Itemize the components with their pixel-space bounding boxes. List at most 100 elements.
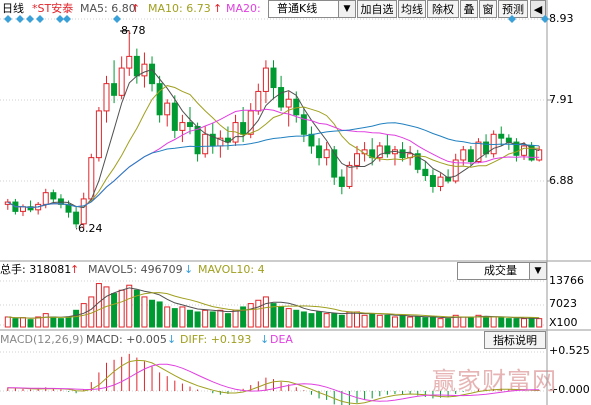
volume-bar [12,318,19,328]
volume-bar [111,293,118,328]
candle-body [126,55,133,69]
volume-bar [247,303,254,328]
ex-rights-button[interactable]: 除权 [427,0,459,18]
kline-type-label: 普通K线 [277,2,318,15]
volume-bar [4,316,11,328]
volume-bar [384,314,391,328]
volume-bar [278,306,285,328]
candle-body [224,137,231,143]
candle-body [323,149,330,159]
candle-body [505,137,512,143]
ma5-value: MA5: 6.80 [80,2,136,15]
macd-value: MACD: +0.005 [86,333,167,346]
volume-bar [316,311,323,328]
volume-bar [445,318,452,328]
volume-bar [171,308,178,328]
volume-bar [42,313,49,328]
volume-bar [232,309,239,328]
candle-body [19,206,26,212]
chevron-down-icon: ▼ [529,263,546,279]
candle-body [73,211,80,225]
candle-body [194,125,201,155]
diff-value: DIFF: +0.193 [180,333,252,346]
candle-body [293,98,300,116]
volume-bar [528,317,535,328]
event-marker-icon [56,15,64,23]
volume-bar [293,309,300,328]
candle-body [300,114,307,135]
overlay-button[interactable]: 叠 [460,0,478,18]
candle-body [285,98,292,108]
candle-body [255,90,262,112]
candle-body [156,83,163,116]
indicator-select-volume[interactable]: 成交量 ▼ [457,262,547,280]
forecast-button[interactable]: 预测 [498,0,528,18]
macd-axis-high: +0.525 [549,344,590,357]
mavol5-arrow: ↓ [184,263,194,276]
volume-bar [452,314,459,328]
candle-body [338,176,345,187]
candle-body [240,122,247,135]
candle-body [399,149,406,159]
volume-bar [118,289,125,328]
volume-axis-mid: 7023 [549,297,577,310]
candle-body [111,83,118,96]
volume-bar [483,316,490,328]
volume-bar [498,317,505,328]
volume-bar [505,318,512,328]
candle-body [498,133,505,139]
candle-body [103,83,110,112]
volume-bar [323,313,330,328]
volume-bar [391,316,398,328]
event-marker-icon [36,15,44,23]
period-label: 日线 [2,2,24,15]
candle-body [467,149,474,163]
window-button[interactable]: 窗 [479,0,497,18]
candle-body [88,157,95,200]
volume-bar [202,309,209,328]
mavol5-value: MAVOL5: 496709 [88,263,183,276]
volume-bar [376,314,383,328]
volume-bar [126,284,133,328]
dea-value: DEA [270,333,293,346]
volume-bar [521,318,528,328]
ma5-line [7,69,540,209]
add-favorite-button[interactable]: 加自选 [357,0,397,18]
mavol5-line [7,287,540,319]
total-volume: 总手: 318081 [0,263,72,276]
candle-body [414,153,421,170]
candle-body [521,145,528,156]
mavol10-line [7,292,540,319]
volume-bar [35,316,42,328]
volume-bar [240,306,247,328]
candle-body [278,87,285,108]
volume-bar [95,283,102,328]
candle-body [475,141,482,163]
event-marker-icon [16,15,24,23]
volume-bar [437,318,444,328]
candle-body [262,67,269,92]
dea-line [7,363,540,402]
candle-body [202,133,209,155]
volume-bar [285,308,292,328]
volume-bar [164,306,171,328]
moving-average-button[interactable]: 均线 [398,0,426,18]
collapse-panel-button[interactable]: ◀ [530,0,546,18]
high-price-annotation: 8.78 [121,24,146,37]
volume-bar [27,319,34,328]
volume-bar [354,311,361,328]
mavol10-value: MAVOL10: 4 [198,263,265,276]
volume-axis-high: 13766 [549,274,584,287]
candle-body [179,122,186,131]
volume-bar [255,299,262,328]
ma10-arrow: ↑ [213,2,223,15]
volume-bar [460,316,467,328]
candle-body [354,153,361,166]
volume-bar [490,316,497,328]
candle-body [452,159,459,182]
ma10-line [7,85,540,209]
volume-bar [270,303,277,328]
kline-type-select[interactable]: 普通K线 ▼ [268,0,356,18]
volume-bar [467,316,474,328]
indicator-help-button[interactable]: 指标说明 [484,331,546,349]
